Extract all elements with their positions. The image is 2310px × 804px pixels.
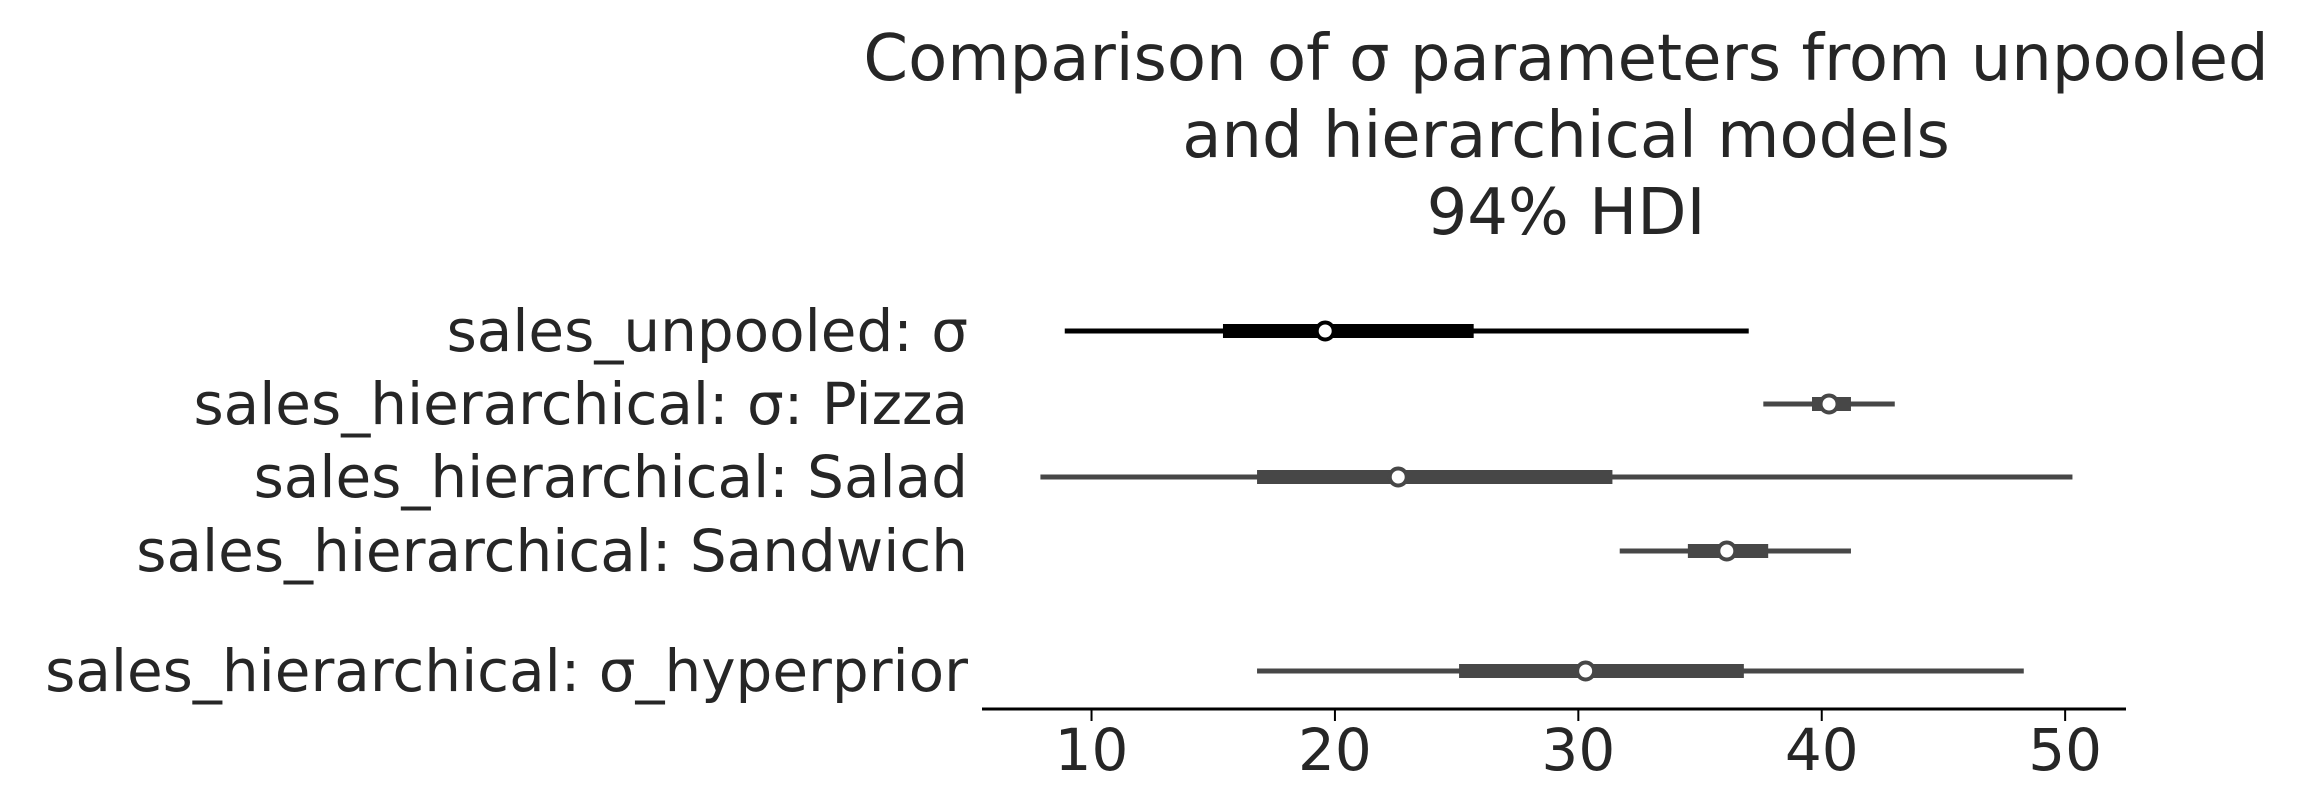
- row-label: sales_hierarchical: σ: Pizza: [193, 370, 968, 438]
- title-line-1: Comparison of σ parameters from unpooled: [863, 22, 2268, 96]
- forest-row: sales_hierarchical: Salad: [254, 443, 2073, 511]
- x-axis-ticks: 10 20 30 40 50: [1055, 709, 2102, 784]
- row-label: sales_hierarchical: Sandwich: [136, 517, 968, 585]
- row-label: sales_unpooled: σ: [447, 297, 968, 365]
- median-point: [1387, 466, 1409, 488]
- row-label: sales_hierarchical: Salad: [254, 443, 968, 511]
- x-tick-label: 50: [2028, 716, 2102, 784]
- x-tick-label: 40: [1785, 716, 1859, 784]
- forest-row: sales_hierarchical: Sandwich: [136, 517, 1851, 585]
- median-point: [1314, 320, 1336, 342]
- x-tick-label: 20: [1298, 716, 1372, 784]
- forest-row: sales_unpooled: σ: [447, 297, 1749, 365]
- median-point: [1818, 393, 1840, 415]
- row-label: sales_hierarchical: σ_hyperprior: [45, 637, 968, 705]
- median-point: [1716, 540, 1738, 562]
- x-tick-label: 10: [1055, 716, 1129, 784]
- forest-row: sales_hierarchical: σ_hyperprior: [45, 637, 2024, 705]
- median-point: [1575, 660, 1597, 682]
- x-tick-label: 30: [1541, 716, 1615, 784]
- title-line-2: and hierarchical models: [1182, 99, 1950, 173]
- chart-title: Comparison of σ parameters from unpooled…: [863, 22, 2268, 250]
- title-line-3: 94% HDI: [1427, 176, 1706, 250]
- forest-row: sales_hierarchical: σ: Pizza: [193, 370, 1895, 438]
